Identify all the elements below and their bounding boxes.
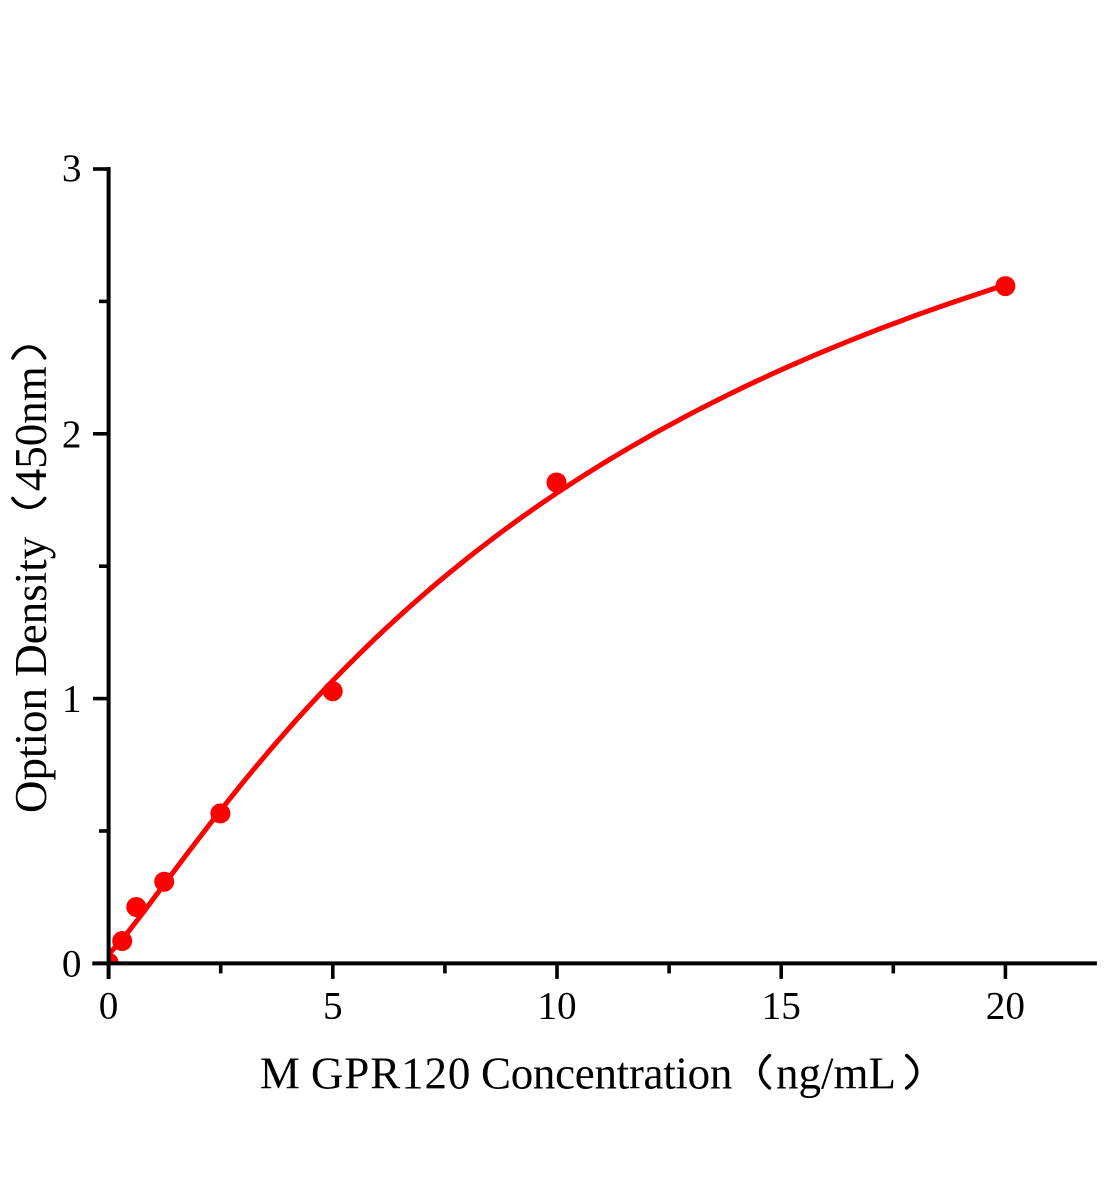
svg-text:ng/mL: ng/mL — [776, 1049, 896, 1099]
svg-text:15: 15 — [762, 985, 801, 1028]
svg-text:1: 1 — [62, 678, 82, 721]
svg-text:3: 3 — [62, 147, 82, 190]
svg-text:5: 5 — [323, 985, 343, 1028]
svg-text:0: 0 — [62, 943, 82, 986]
svg-text:450nm: 450nm — [6, 366, 56, 491]
svg-text:10: 10 — [537, 985, 576, 1028]
svg-text:2: 2 — [62, 413, 82, 456]
svg-text:0: 0 — [99, 985, 119, 1028]
svg-text:GPR120: GPR120 — [311, 1049, 471, 1099]
svg-text:Option Density: Option Density — [6, 536, 56, 813]
svg-text:Concentration: Concentration — [481, 1049, 732, 1099]
svg-text:20: 20 — [986, 985, 1025, 1028]
svg-text:M: M — [260, 1049, 300, 1099]
